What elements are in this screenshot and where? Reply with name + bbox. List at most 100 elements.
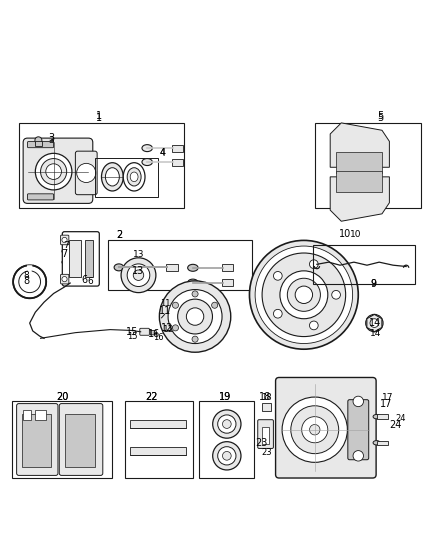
Ellipse shape: [373, 441, 380, 445]
Text: 7: 7: [61, 249, 67, 260]
Bar: [69, 240, 81, 277]
Text: 11: 11: [160, 299, 170, 308]
Circle shape: [133, 270, 144, 280]
FancyBboxPatch shape: [60, 235, 69, 245]
Text: 16: 16: [153, 333, 163, 342]
Circle shape: [127, 264, 150, 287]
Circle shape: [62, 237, 67, 243]
Circle shape: [287, 278, 321, 311]
Ellipse shape: [373, 415, 380, 419]
Circle shape: [353, 450, 364, 461]
Bar: [173, 158, 184, 166]
Text: 23: 23: [261, 448, 272, 457]
Ellipse shape: [218, 447, 236, 465]
Text: 13: 13: [132, 266, 145, 276]
Text: 6: 6: [81, 274, 87, 285]
Ellipse shape: [213, 410, 241, 438]
Circle shape: [178, 299, 212, 334]
Text: 1: 1: [96, 112, 102, 123]
Bar: [125, 401, 193, 478]
Circle shape: [168, 289, 222, 344]
FancyBboxPatch shape: [276, 377, 376, 478]
Ellipse shape: [213, 442, 241, 470]
Bar: [223, 264, 233, 271]
Bar: [223, 279, 233, 286]
Text: 18: 18: [258, 392, 271, 402]
Bar: [85, 240, 93, 277]
FancyBboxPatch shape: [258, 419, 273, 448]
Text: 24: 24: [389, 421, 402, 430]
Circle shape: [46, 164, 61, 180]
Text: 2: 2: [116, 230, 122, 240]
Circle shape: [186, 308, 204, 325]
Bar: [313, 245, 415, 284]
Text: 10: 10: [350, 230, 361, 239]
Text: 15: 15: [126, 327, 138, 337]
FancyBboxPatch shape: [348, 400, 369, 460]
Ellipse shape: [62, 249, 70, 254]
Circle shape: [255, 246, 353, 344]
Text: 14: 14: [370, 329, 381, 338]
FancyBboxPatch shape: [28, 194, 53, 200]
Bar: [35, 410, 46, 419]
Circle shape: [41, 158, 67, 184]
Text: 15: 15: [127, 332, 137, 341]
Text: 6: 6: [88, 277, 93, 286]
Circle shape: [310, 321, 318, 330]
Ellipse shape: [187, 264, 198, 271]
FancyBboxPatch shape: [17, 403, 58, 475]
Text: 5: 5: [377, 112, 383, 123]
Bar: [315, 123, 421, 208]
Circle shape: [273, 309, 282, 318]
Text: 18: 18: [261, 393, 272, 402]
Ellipse shape: [123, 163, 145, 191]
Polygon shape: [330, 123, 389, 167]
Text: 1: 1: [96, 111, 102, 122]
Circle shape: [273, 271, 282, 280]
Circle shape: [370, 319, 379, 327]
Text: 9: 9: [371, 279, 376, 287]
Circle shape: [192, 291, 198, 297]
Text: 9: 9: [371, 279, 377, 289]
Circle shape: [302, 417, 328, 443]
Ellipse shape: [130, 172, 138, 182]
Circle shape: [295, 286, 313, 303]
Polygon shape: [336, 171, 382, 192]
FancyBboxPatch shape: [62, 232, 99, 286]
FancyBboxPatch shape: [140, 328, 149, 335]
Bar: [261, 403, 271, 411]
FancyBboxPatch shape: [150, 330, 156, 335]
Bar: [23, 410, 31, 419]
Bar: [22, 415, 50, 467]
Bar: [199, 401, 254, 478]
Circle shape: [35, 137, 42, 144]
Circle shape: [310, 260, 318, 269]
Text: 17: 17: [380, 399, 393, 409]
Text: 11: 11: [159, 306, 171, 316]
Bar: [261, 426, 268, 444]
Circle shape: [291, 406, 339, 454]
Wedge shape: [28, 271, 32, 282]
FancyBboxPatch shape: [59, 403, 103, 475]
Text: 22: 22: [145, 392, 158, 402]
Bar: [166, 264, 178, 271]
Circle shape: [262, 253, 346, 336]
Circle shape: [159, 281, 231, 352]
Text: 23: 23: [255, 438, 268, 448]
Wedge shape: [27, 265, 32, 282]
Text: 14: 14: [369, 318, 381, 328]
Text: 8: 8: [24, 276, 30, 286]
Ellipse shape: [102, 163, 123, 191]
Circle shape: [310, 424, 320, 435]
FancyBboxPatch shape: [28, 142, 53, 148]
Circle shape: [162, 308, 167, 312]
Text: 12: 12: [161, 324, 173, 333]
Bar: [130, 419, 186, 427]
Text: 2: 2: [116, 230, 122, 240]
Text: 20: 20: [56, 392, 68, 402]
Ellipse shape: [223, 451, 231, 460]
Circle shape: [280, 271, 328, 319]
Bar: [67, 249, 76, 254]
Text: 8: 8: [23, 271, 29, 280]
Polygon shape: [330, 177, 389, 221]
